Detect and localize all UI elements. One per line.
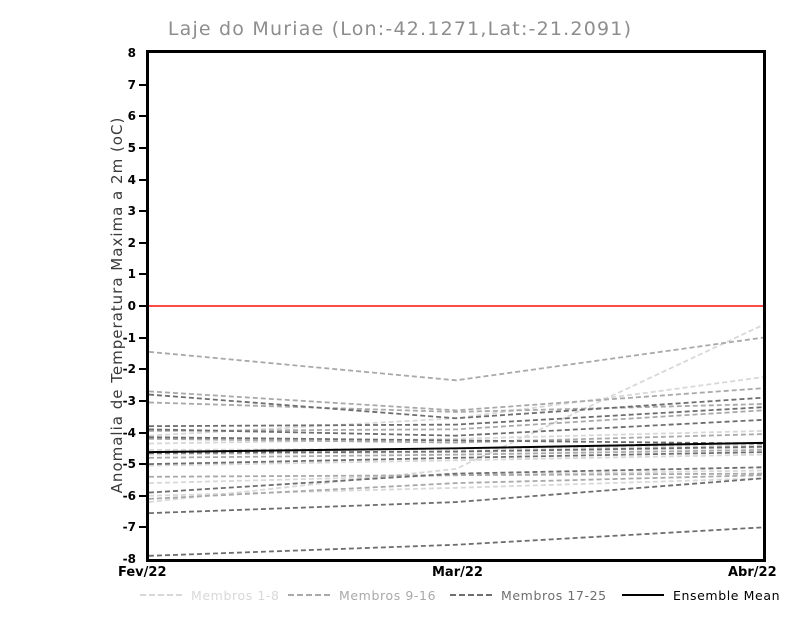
x-tick-label: Mar/22: [432, 565, 483, 580]
series-line: [149, 453, 763, 467]
legend-item[interactable]: Membros 17-25: [450, 586, 607, 604]
y-tick-label: 4: [127, 172, 136, 187]
series-line: [149, 466, 763, 494]
series-line: [149, 445, 763, 454]
series-canvas: [149, 305, 763, 557]
y-tick-mark: [139, 336, 146, 339]
legend-label: Ensemble Mean: [673, 587, 781, 603]
series-line: [149, 448, 763, 459]
plot-area: [149, 53, 763, 559]
chart-title: Laje do Muriae (Lon:-42.1271,Lat:-21.209…: [167, 18, 633, 40]
y-tick-mark: [139, 210, 146, 213]
y-tick-label: -2: [122, 362, 136, 377]
y-tick-mark: [139, 146, 146, 149]
series-line: [149, 324, 763, 503]
y-tick-mark: [139, 273, 146, 276]
series-line: [149, 474, 763, 500]
y-tick-label: 8: [127, 46, 136, 60]
legend-label: Membros 1-8: [191, 587, 280, 603]
y-tick-mark: [139, 399, 146, 402]
series-line: [149, 406, 763, 428]
series-line: [149, 336, 763, 382]
y-tick-mark: [139, 178, 146, 181]
y-tick-mark: [139, 241, 146, 244]
y-tick-label: -6: [122, 488, 136, 503]
y-tick-mark: [139, 494, 146, 497]
series-line: [149, 409, 763, 432]
x-tick-label: Abr/22: [728, 565, 777, 580]
series-line: [149, 418, 763, 437]
y-tick-label: -4: [122, 425, 136, 440]
legend-swatch-icon: [622, 594, 664, 596]
x-tick-label: Fev/22: [118, 565, 167, 580]
series-line: [149, 526, 763, 557]
y-tick-label: 6: [127, 109, 136, 124]
legend-swatch-icon: [140, 594, 182, 596]
y-tick-label: -7: [122, 520, 136, 535]
y-tick-mark: [139, 368, 146, 371]
y-tick-label: -1: [122, 330, 136, 345]
legend-item[interactable]: Ensemble Mean: [622, 586, 780, 604]
y-tick-mark: [139, 463, 146, 466]
y-tick-label: 7: [127, 77, 136, 92]
y-tick-mark: [139, 83, 146, 86]
y-tick-mark: [139, 305, 146, 307]
series-line: [149, 433, 763, 444]
y-tick-mark: [139, 526, 146, 529]
series-line: [149, 472, 763, 478]
series-line: [149, 436, 763, 445]
y-tick-label: -8: [122, 552, 136, 566]
legend-item[interactable]: Membros 9-16: [288, 586, 436, 604]
series-line: [149, 393, 763, 420]
series-line: [149, 477, 763, 515]
y-tick-label: 1: [127, 267, 136, 282]
series-line: [149, 430, 763, 445]
y-tick-label: 5: [127, 140, 136, 155]
legend-swatch-icon: [288, 594, 330, 596]
chart-legend: Membros 1-8 Membros 9-16 Membros 17-25 Ense…: [0, 586, 800, 606]
y-tick-mark: [139, 115, 146, 118]
legend-label: Membros 9-16: [339, 587, 437, 603]
y-tick-label: -3: [122, 393, 136, 408]
legend-label: Membros 17-25: [501, 587, 607, 603]
y-tick-label: 0: [127, 299, 136, 313]
y-tick-label: -5: [122, 457, 136, 472]
series-line: [149, 387, 763, 412]
series-line: [149, 477, 763, 497]
y-tick-label: 3: [127, 204, 136, 219]
y-tick-label: 2: [127, 235, 136, 250]
legend-item[interactable]: Membros 1-8: [140, 586, 280, 604]
series-line: [149, 441, 763, 454]
series-line: [149, 451, 763, 466]
legend-swatch-icon: [450, 594, 492, 596]
y-tick-mark: [139, 431, 146, 434]
series-line: [149, 401, 763, 413]
